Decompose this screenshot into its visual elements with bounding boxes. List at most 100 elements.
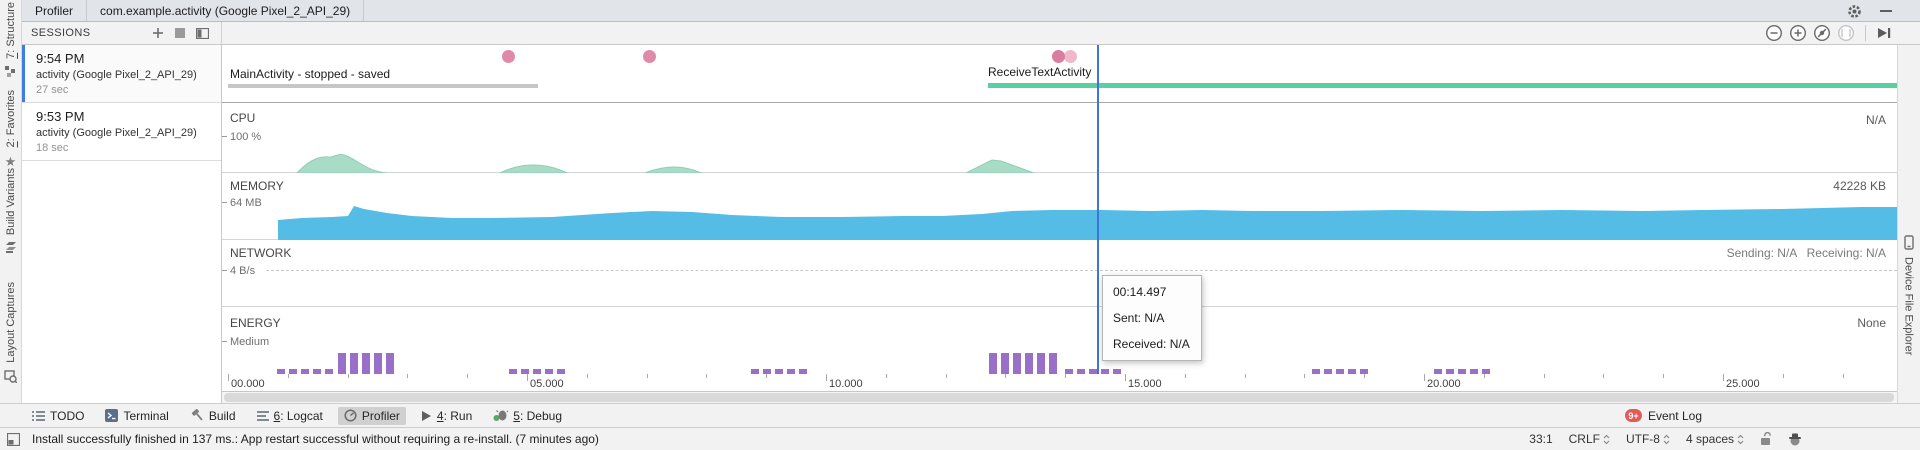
- lock-icon[interactable]: [1760, 432, 1772, 446]
- network-gridline: [266, 270, 1897, 271]
- network-value: Sending: N/A Receiving: N/A: [1726, 246, 1886, 260]
- run-icon: [421, 410, 432, 422]
- add-session-icon[interactable]: [152, 27, 164, 39]
- touch-event-dot: [643, 50, 656, 63]
- device-file-explorer-label: Device File Explorer: [1902, 257, 1915, 356]
- energy-bar: [1065, 369, 1073, 374]
- go-live-icon[interactable]: [1876, 26, 1892, 40]
- network-track[interactable]: NETWORK 4 B/s Sending: N/A Receiving: N/…: [222, 240, 1897, 307]
- energy-bar: [1013, 353, 1021, 374]
- hector-inspections-icon[interactable]: [1788, 433, 1802, 446]
- status-message[interactable]: Install successfully finished in 137 ms.…: [32, 432, 599, 446]
- session-item[interactable]: 9:53 PM activity (Google Pixel_2_API_29)…: [22, 103, 221, 161]
- event-log-button[interactable]: 9+ Event Log: [1624, 409, 1702, 423]
- ruler-tick: [407, 374, 409, 378]
- structure-label: 7: Structure: [4, 2, 17, 59]
- energy-bar: [799, 369, 807, 374]
- session-duration: 18 sec: [36, 142, 69, 154]
- zoom-in-icon[interactable]: [1789, 24, 1807, 42]
- ruler-tick: [1244, 374, 1246, 378]
- profiler-toolbar: SESSIONS: [22, 22, 1920, 45]
- ruler-tick: [766, 374, 768, 378]
- ruler-tick: [1125, 374, 1126, 381]
- energy-bar: [1037, 353, 1045, 374]
- main-activity-lifetime-bar: [228, 84, 538, 88]
- reset-zoom-icon[interactable]: [1813, 24, 1831, 42]
- zoom-out-icon[interactable]: [1765, 24, 1783, 42]
- energy-bar: [1482, 369, 1490, 374]
- energy-bar: [1336, 369, 1344, 374]
- energy-bar: [1470, 369, 1478, 374]
- energy-bar: [301, 369, 309, 374]
- energy-bar: [386, 353, 394, 374]
- updown-chevron-icon: [1737, 434, 1744, 444]
- toolwindow-logcat[interactable]: 6: Logcat: [251, 407, 329, 425]
- ruler-tick: [1782, 374, 1784, 378]
- sidebar-item-device-file-explorer[interactable]: Device File Explorer: [1898, 235, 1919, 355]
- cpu-value: N/A: [1865, 113, 1886, 127]
- stop-session-icon[interactable]: [175, 28, 185, 38]
- toolwindow-debug[interactable]: 5: Debug: [487, 407, 568, 425]
- tab-profiler[interactable]: Profiler: [22, 0, 88, 21]
- ruler-tick: [945, 374, 947, 378]
- sidebar-item-favorites[interactable]: 2: Favorites ★: [0, 90, 21, 170]
- ruler-tick: [287, 374, 289, 378]
- toolwindow-profiler[interactable]: Profiler: [337, 406, 406, 425]
- sidebar-item-layout-captures[interactable]: Layout Captures: [0, 282, 21, 383]
- energy-bar: [1324, 369, 1332, 374]
- collapse-panel-icon[interactable]: [196, 27, 209, 39]
- energy-bar: [1458, 369, 1466, 374]
- frame-selection-icon[interactable]: [1837, 24, 1855, 42]
- toolwindow-toggle-icon[interactable]: [7, 432, 20, 446]
- toolwindow-build[interactable]: Build: [184, 407, 242, 425]
- timeline-cursor-line[interactable]: [1097, 45, 1099, 374]
- energy-bar: [289, 369, 297, 374]
- encoding-select[interactable]: UTF-8: [1626, 432, 1670, 446]
- hide-panel-icon[interactable]: [1880, 5, 1892, 17]
- ruler-tick: [1364, 374, 1366, 378]
- indent-select[interactable]: 4 spaces: [1686, 432, 1744, 446]
- tooltip-sent: Sent: N/A: [1113, 311, 1165, 325]
- horizontal-scrollbar[interactable]: [222, 392, 1897, 403]
- ruler-tick: [646, 374, 648, 378]
- memory-axis-tick: [222, 202, 227, 203]
- energy-track[interactable]: ENERGY Medium None: [222, 307, 1897, 374]
- scrollbar-thumb[interactable]: [224, 393, 1894, 402]
- ruler-tick: [1723, 374, 1724, 381]
- receive-activity-label: ReceiveTextActivity: [988, 65, 1092, 79]
- toolwindow-run[interactable]: 4: Run: [415, 407, 478, 425]
- profiler-chart-area[interactable]: MainActivity - stopped - saved ReceiveTe…: [222, 45, 1897, 374]
- tab-process[interactable]: com.example.activity (Google Pixel_2_API…: [87, 0, 365, 21]
- bug-icon: [493, 409, 509, 422]
- sidebar-item-structure[interactable]: 7: Structure: [0, 2, 21, 77]
- gauge-icon: [344, 409, 357, 422]
- timeline-ruler[interactable]: 00.000 05.000 10.000 15.000 20.000 25.000: [222, 374, 1897, 392]
- energy-bar: [787, 369, 795, 374]
- ruler-tick: [467, 374, 469, 378]
- gear-icon[interactable]: [1847, 4, 1862, 19]
- energy-value: None: [1857, 316, 1886, 330]
- energy-bar: [313, 369, 321, 374]
- memory-track[interactable]: MEMORY 64 MB 42228 KB: [222, 173, 1897, 240]
- energy-bar: [1077, 369, 1085, 374]
- cpu-track[interactable]: CPU 100 % N/A: [222, 103, 1897, 174]
- caret-position[interactable]: 33:1: [1529, 432, 1553, 446]
- energy-bar: [1113, 369, 1121, 374]
- toolwindow-terminal[interactable]: Terminal: [99, 407, 174, 425]
- session-item[interactable]: 9:54 PM activity (Google Pixel_2_API_29)…: [22, 45, 221, 103]
- ruler-tick: [826, 374, 827, 381]
- ruler-tick: [1184, 374, 1186, 378]
- energy-bar: [533, 369, 541, 374]
- energy-bar: [1049, 353, 1057, 374]
- energy-bar: [751, 369, 759, 374]
- line-ending-select[interactable]: CRLF: [1569, 432, 1610, 446]
- ruler-tick: [1005, 374, 1007, 378]
- network-axis-label: 4 B/s: [230, 265, 256, 277]
- toolbar-separator: [1865, 25, 1866, 41]
- sidebar-item-build-variants[interactable]: Build Variants: [0, 168, 21, 254]
- sessions-header: SESSIONS: [22, 22, 222, 44]
- toolwindow-todo[interactable]: TODO: [26, 407, 90, 425]
- ruler-tick: [1663, 374, 1665, 378]
- ruler-tick: [1304, 374, 1306, 378]
- cpu-area-chart: [295, 154, 1035, 174]
